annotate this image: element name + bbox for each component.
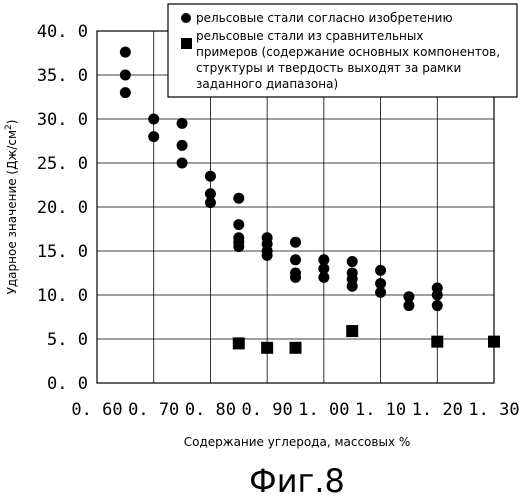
data-point-invention [347,281,358,292]
x-tick-label: 0. 70 [128,400,179,420]
data-point-invention [205,171,216,182]
y-tick-label: 20. 0 [37,198,88,218]
data-point-comparative [346,325,358,337]
data-point-invention [432,290,443,301]
data-point-invention [120,87,131,98]
data-point-invention [148,114,159,125]
data-point-invention [290,272,301,283]
data-point-invention [432,300,443,311]
data-point-invention [120,47,131,58]
x-tick-label: 1. 10 [355,400,406,420]
data-point-invention [233,193,244,204]
x-axis-title: Содержание углерода, массовых % [184,435,411,449]
x-tick-label: 0. 60 [71,400,122,420]
data-point-comparative [290,342,302,354]
y-tick-label: 35. 0 [37,66,88,86]
legend-label-series-2-line-4: заданного диапазона) [196,77,338,91]
y-tick-label: 40. 0 [37,22,88,42]
y-tick-label: 5. 0 [47,330,88,350]
x-tick-labels: 0. 60 0. 70 0. 80 0. 901. 00 1. 10 1. 201. 30 [71,400,519,420]
data-point-invention [347,256,358,267]
data-point-invention [205,197,216,208]
data-point-invention [290,254,301,265]
y-tick-labels: 0. 0 5. 0 10. 0 15. 0 20. 0 25. 0 30. 0 35. 0 40… [37,22,88,394]
legend-square-marker [181,38,192,49]
data-point-invention [375,265,386,276]
y-tick-label: 0. 0 [47,374,88,394]
figure-caption: Фиг.8 [249,462,345,500]
data-point-invention [403,300,414,311]
data-point-comparative [261,342,273,354]
legend-circle-marker [181,13,191,23]
data-point-invention [318,272,329,283]
data-point-invention [233,219,244,230]
legend-label-series-2-line-2: примеров (содержание основных компоненто… [196,45,500,59]
data-point-invention [262,250,273,261]
y-tick-label: 15. 0 [37,242,88,262]
x-tick-label: 0. 80 [185,400,236,420]
x-tick-label: 1. 20 [412,400,463,420]
data-point-invention [177,140,188,151]
data-point-invention [120,70,131,81]
data-point-invention [177,118,188,129]
data-point-comparative [431,336,443,348]
data-point-invention [148,131,159,142]
y-tick-label: 25. 0 [37,154,88,174]
y-axis-title-main: Ударное значение (Дж/см [5,130,19,294]
x-tick-label: 0. 90 [242,400,293,420]
y-axis-title-end: ) [5,120,19,125]
data-point-invention [177,158,188,169]
data-point-comparative [233,337,245,349]
data-point-invention [233,241,244,252]
y-tick-label: 30. 0 [37,110,88,130]
x-tick-label: 1. 30 [468,400,519,420]
legend-label-series-2-line-1: рельсовые стали из сравнительных [196,29,423,43]
data-point-comparative [488,336,500,348]
x-tick-label: 1. 00 [298,400,349,420]
data-point-invention [290,237,301,248]
legend-label-series-1: рельсовые стали согласно изобретению [196,11,453,25]
y-tick-label: 10. 0 [37,286,88,306]
legend: рельсовые стали согласно изобретению рел… [168,4,517,97]
legend-label-series-2-line-3: структуры и твердость выходят за рамки [196,61,461,75]
data-point-invention [375,287,386,298]
y-axis-title: Ударное значение (Дж/см2) [4,120,19,295]
